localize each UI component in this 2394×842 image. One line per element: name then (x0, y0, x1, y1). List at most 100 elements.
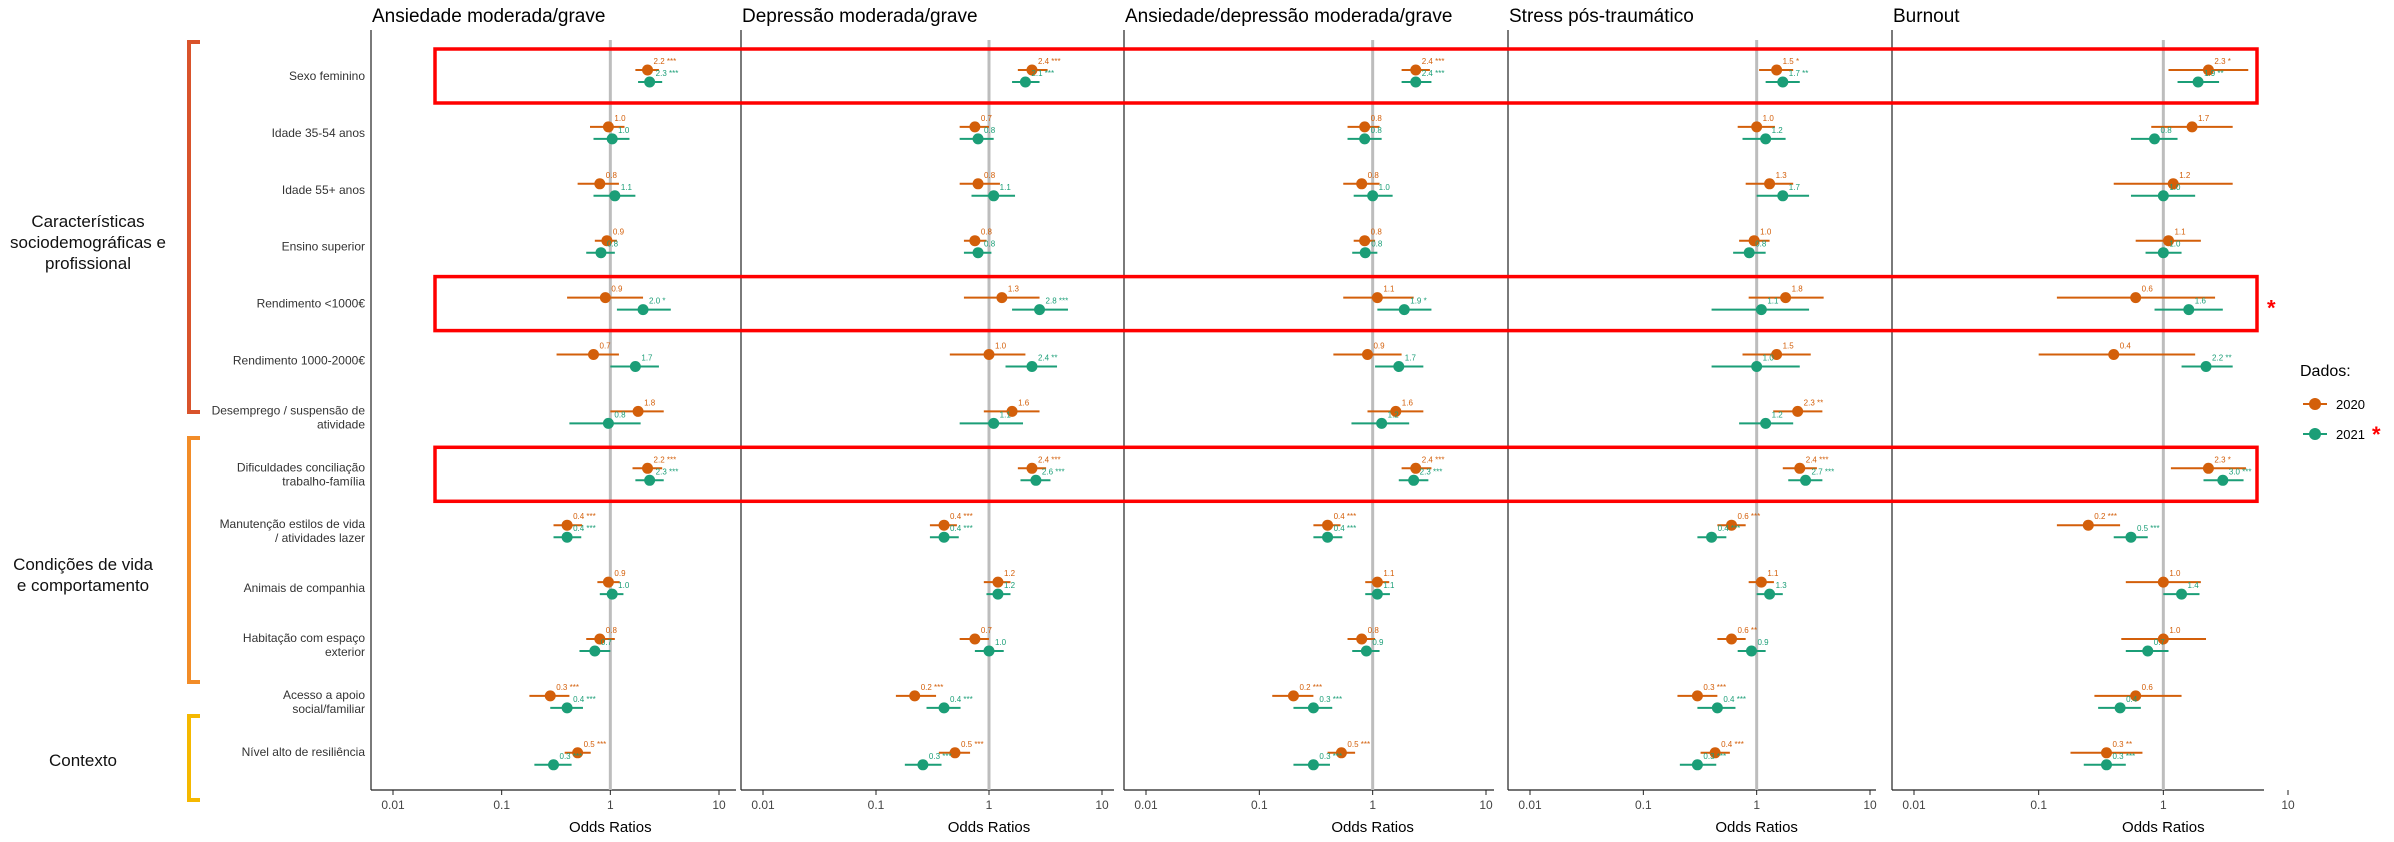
data-label: 1.0 (1379, 183, 1391, 192)
point-estimate (561, 519, 573, 531)
point-estimate (969, 121, 981, 133)
data-label: 1.0 (2169, 240, 2181, 249)
data-label: 1.7 ** (1789, 69, 1809, 78)
point-estimate (572, 747, 584, 759)
panel-title: Ansiedade/depressão moderada/grave (1125, 6, 1452, 27)
data-label: 0.8 (984, 126, 996, 135)
point-estimate (1356, 633, 1368, 645)
data-label: 1.2 (2179, 171, 2191, 180)
x-tick-label: 0.01 (381, 798, 405, 812)
data-label: 0.4 *** (1334, 512, 1357, 521)
group-label-context: Contexto (48, 751, 118, 770)
point-estimate (1777, 190, 1789, 202)
point-estimate (2142, 645, 2154, 657)
point-estimate (983, 349, 995, 360)
data-label: 3.0 *** (2229, 467, 2252, 476)
data-label: 0.2 *** (921, 683, 944, 692)
data-label: 0.5 *** (1347, 740, 1370, 749)
point-estimate (609, 190, 621, 202)
data-label: 0.8 (981, 228, 993, 237)
data-label: 2.6 *** (1042, 467, 1065, 476)
row-label: Idade 55+ anos (282, 183, 365, 197)
x-axis-label: Odds Ratios (948, 819, 1031, 836)
data-label: 1.7 (2198, 114, 2210, 123)
point-estimate (644, 474, 656, 486)
x-tick-label: 0.1 (1251, 798, 1268, 812)
x-tick-label: 1 (1369, 798, 1376, 812)
data-label: 0.4 *** (950, 512, 973, 521)
data-label: 2.3 * (2214, 455, 2230, 464)
panel-title: Depressão moderada/grave (742, 6, 978, 27)
point-estimate (2149, 133, 2161, 145)
data-label: 1.7 (1405, 354, 1417, 363)
data-label: 0.9 (1373, 342, 1385, 351)
point-estimate (2114, 702, 2126, 714)
point-estimate (1361, 349, 1373, 360)
data-label: 0.4 *** (950, 695, 973, 704)
point-estimate (642, 64, 654, 76)
row-label: Desemprego / suspensão de atividade (212, 403, 366, 431)
data-label: 0.8 (606, 171, 618, 180)
data-label: 0.8 (1371, 228, 1383, 237)
point-estimate (2217, 474, 2229, 486)
point-estimate (969, 633, 981, 645)
point-estimate (972, 178, 984, 190)
x-axis-label: Odds Ratios (1331, 819, 1414, 836)
data-label: 1.0 (2169, 569, 2181, 578)
point-estimate (1800, 474, 1812, 486)
point-estimate (1359, 133, 1371, 145)
legend-marker (2309, 428, 2321, 440)
point-estimate (1410, 64, 1422, 76)
panel-title: Stress pós-traumático (1509, 6, 1694, 27)
panel-title: Burnout (1893, 6, 1960, 27)
x-tick-label: 1 (607, 798, 614, 812)
point-estimate (1360, 645, 1372, 657)
point-estimate (1410, 462, 1422, 474)
data-label: 1.3 (1776, 581, 1788, 590)
data-label: 1.3 (1776, 171, 1788, 180)
point-estimate (969, 235, 981, 247)
point-estimate (1709, 747, 1721, 759)
point-estimate (588, 349, 600, 360)
point-estimate (2130, 292, 2142, 304)
point-estimate (599, 292, 611, 304)
data-label: 1.0 (2169, 626, 2181, 635)
point-estimate (1371, 588, 1383, 600)
point-estimate (1780, 292, 1792, 304)
data-label: 1.2 (1388, 410, 1400, 419)
data-label: 0.5 *** (2137, 524, 2160, 533)
data-label: 0.7 (601, 638, 613, 647)
data-label: 2.3 *** (1420, 467, 1443, 476)
data-label: 0.3 *** (1319, 752, 1342, 761)
row-label: Rendimento <1000€ (257, 297, 366, 311)
data-label: 0.9 (1757, 638, 1769, 647)
data-label: 1.1 (1383, 569, 1395, 578)
point-estimate (988, 417, 1000, 429)
point-estimate (629, 361, 641, 372)
data-label: 1.1 (1000, 410, 1012, 419)
data-label: 0.4 *** (1334, 524, 1357, 533)
bracket-context (187, 714, 200, 802)
data-label: 0.8 (1371, 240, 1383, 249)
data-label: 1.1 (1000, 183, 1012, 192)
point-estimate (1359, 121, 1371, 133)
x-axis-label: Odds Ratios (2122, 819, 2205, 836)
point-estimate (1745, 645, 1757, 657)
data-label: 0.3 ** (2112, 740, 2132, 749)
data-label: 2.4 *** (1038, 57, 1061, 66)
point-estimate (2100, 759, 2112, 771)
data-label: 2.4 *** (1422, 455, 1445, 464)
point-estimate (1764, 588, 1776, 600)
data-label: 0.4 (2126, 695, 2138, 704)
point-estimate (1335, 747, 1347, 759)
point-estimate (544, 690, 556, 702)
point-estimate (1751, 121, 1763, 133)
data-label: 1.4 (2188, 581, 2200, 590)
point-estimate (594, 178, 606, 190)
point-estimate (644, 76, 656, 88)
point-estimate (1359, 247, 1371, 259)
data-label: 2.8 *** (1046, 297, 1069, 306)
point-estimate (2157, 576, 2169, 588)
point-estimate (1322, 519, 1334, 531)
point-estimate (1376, 417, 1388, 429)
